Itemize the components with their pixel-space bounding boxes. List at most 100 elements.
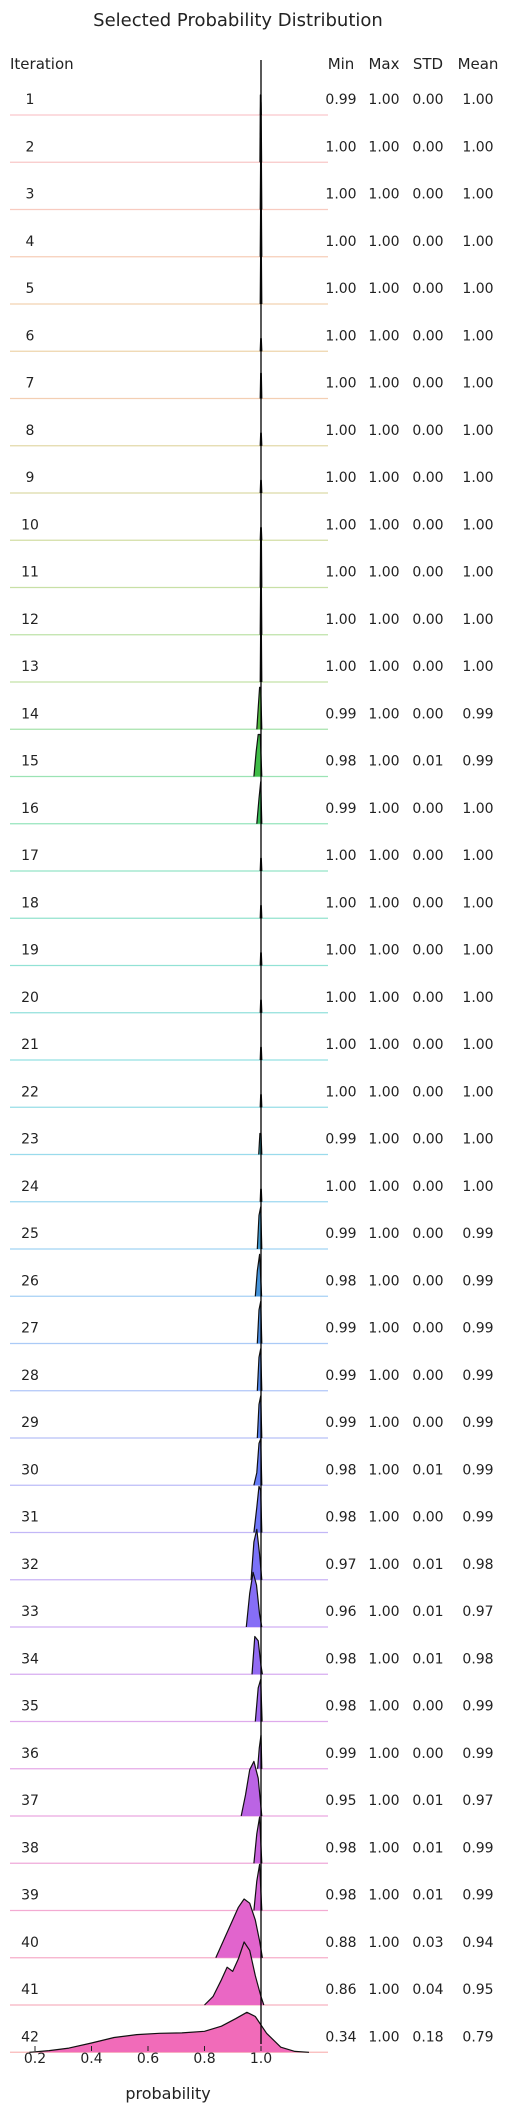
- iteration-label: 29: [21, 1415, 39, 1431]
- min-value: 1.00: [325, 139, 356, 155]
- max-value: 1.00: [368, 328, 399, 344]
- std-value: 0.00: [412, 1699, 443, 1715]
- mean-value: 0.99: [462, 1321, 493, 1337]
- max-value: 1.00: [368, 706, 399, 722]
- std-value: 0.00: [412, 1273, 443, 1289]
- mean-value: 1.00: [462, 281, 493, 297]
- iteration-label: 21: [21, 1037, 39, 1053]
- min-value: 1.00: [325, 423, 356, 439]
- std-value: 0.00: [412, 801, 443, 817]
- mean-value: 0.99: [462, 706, 493, 722]
- x-tick-label: 1.0: [250, 2051, 272, 2067]
- min-value: 0.98: [325, 1699, 356, 1715]
- max-value: 1.00: [368, 1651, 399, 1667]
- max-value: 1.00: [368, 848, 399, 864]
- min-value: 0.99: [325, 801, 356, 817]
- mean-value: 1.00: [462, 187, 493, 203]
- max-value: 1.00: [368, 990, 399, 1006]
- max-value: 1.00: [368, 470, 399, 486]
- std-value: 0.00: [412, 328, 443, 344]
- mean-value: 0.99: [462, 1368, 493, 1384]
- std-value: 0.00: [412, 1510, 443, 1526]
- max-value: 1.00: [368, 423, 399, 439]
- std-value: 0.00: [412, 1415, 443, 1431]
- max-value: 1.00: [368, 754, 399, 770]
- std-value: 0.01: [412, 1840, 443, 1856]
- iteration-label: 15: [21, 754, 39, 770]
- mean-value: 1.00: [462, 1132, 493, 1148]
- max-value: 1.00: [368, 139, 399, 155]
- mean-value: 0.99: [462, 1462, 493, 1478]
- x-tick-label: 0.2: [24, 2051, 46, 2067]
- mean-value: 1.00: [462, 895, 493, 911]
- min-value: 0.99: [325, 1132, 356, 1148]
- std-value: 0.00: [412, 1746, 443, 1762]
- max-value: 1.00: [368, 187, 399, 203]
- max-value: 1.00: [368, 517, 399, 533]
- max-value: 1.00: [368, 1132, 399, 1148]
- iteration-label: 10: [21, 517, 39, 533]
- iteration-label: 16: [21, 801, 39, 817]
- max-value: 1.00: [368, 1604, 399, 1620]
- mean-value: 1.00: [462, 1037, 493, 1053]
- density-curve: [29, 2011, 310, 2053]
- std-value: 0.00: [412, 517, 443, 533]
- std-value: 0.00: [412, 1084, 443, 1100]
- max-value: 1.00: [368, 1321, 399, 1337]
- std-value: 0.00: [412, 470, 443, 486]
- mean-value: 1.00: [462, 1084, 493, 1100]
- mean-value: 0.95: [462, 1982, 493, 1998]
- mean-value: 1.00: [462, 848, 493, 864]
- mean-value: 1.00: [462, 990, 493, 1006]
- iteration-label: 34: [21, 1651, 39, 1667]
- iteration-label: 1: [26, 92, 35, 108]
- max-value: 1.00: [368, 1273, 399, 1289]
- std-value: 0.00: [412, 612, 443, 628]
- min-value: 1.00: [325, 848, 356, 864]
- mean-value: 0.99: [462, 1888, 493, 1904]
- iteration-label: 22: [21, 1084, 39, 1100]
- std-value: 0.00: [412, 1321, 443, 1337]
- max-value: 1.00: [368, 1510, 399, 1526]
- max-value: 1.00: [368, 1037, 399, 1053]
- mean-value: 0.97: [462, 1793, 493, 1809]
- x-axis-label: probability: [125, 2084, 210, 2103]
- x-tick-label: 0.8: [193, 2051, 215, 2067]
- mean-value: 1.00: [462, 517, 493, 533]
- min-value: 0.98: [325, 754, 356, 770]
- iteration-label: 32: [21, 1557, 39, 1573]
- x-tick-label: 0.6: [137, 2051, 159, 2067]
- std-value: 0.01: [412, 754, 443, 770]
- min-value: 1.00: [325, 990, 356, 1006]
- std-value: 0.00: [412, 1368, 443, 1384]
- density-curve: [215, 1898, 263, 1959]
- max-value: 1.00: [368, 92, 399, 108]
- iteration-label: 39: [21, 1888, 39, 1904]
- max-value: 1.00: [368, 943, 399, 959]
- iteration-label: 14: [21, 706, 39, 722]
- max-value: 1.00: [368, 1888, 399, 1904]
- max-value: 1.00: [368, 1179, 399, 1195]
- mean-value: 0.99: [462, 1699, 493, 1715]
- std-value: 0.00: [412, 848, 443, 864]
- max-value: 1.00: [368, 1084, 399, 1100]
- density-curve: [245, 1571, 263, 1628]
- mean-value: 0.99: [462, 754, 493, 770]
- iteration-label: 38: [21, 1840, 39, 1856]
- iteration-label: 20: [21, 990, 39, 1006]
- std-value: 0.00: [412, 1037, 443, 1053]
- iteration-label: 5: [26, 281, 35, 297]
- max-value: 1.00: [368, 1840, 399, 1856]
- std-value: 0.00: [412, 706, 443, 722]
- max-value: 1.00: [368, 895, 399, 911]
- stat-header-max: Max: [368, 55, 399, 73]
- mean-value: 1.00: [462, 234, 493, 250]
- max-value: 1.00: [368, 1935, 399, 1951]
- min-value: 0.99: [325, 1746, 356, 1762]
- mean-value: 0.99: [462, 1840, 493, 1856]
- mean-value: 1.00: [462, 659, 493, 675]
- std-value: 0.00: [412, 565, 443, 581]
- iteration-label: 35: [21, 1699, 39, 1715]
- iteration-label: 26: [21, 1273, 39, 1289]
- iteration-label: 11: [21, 565, 39, 581]
